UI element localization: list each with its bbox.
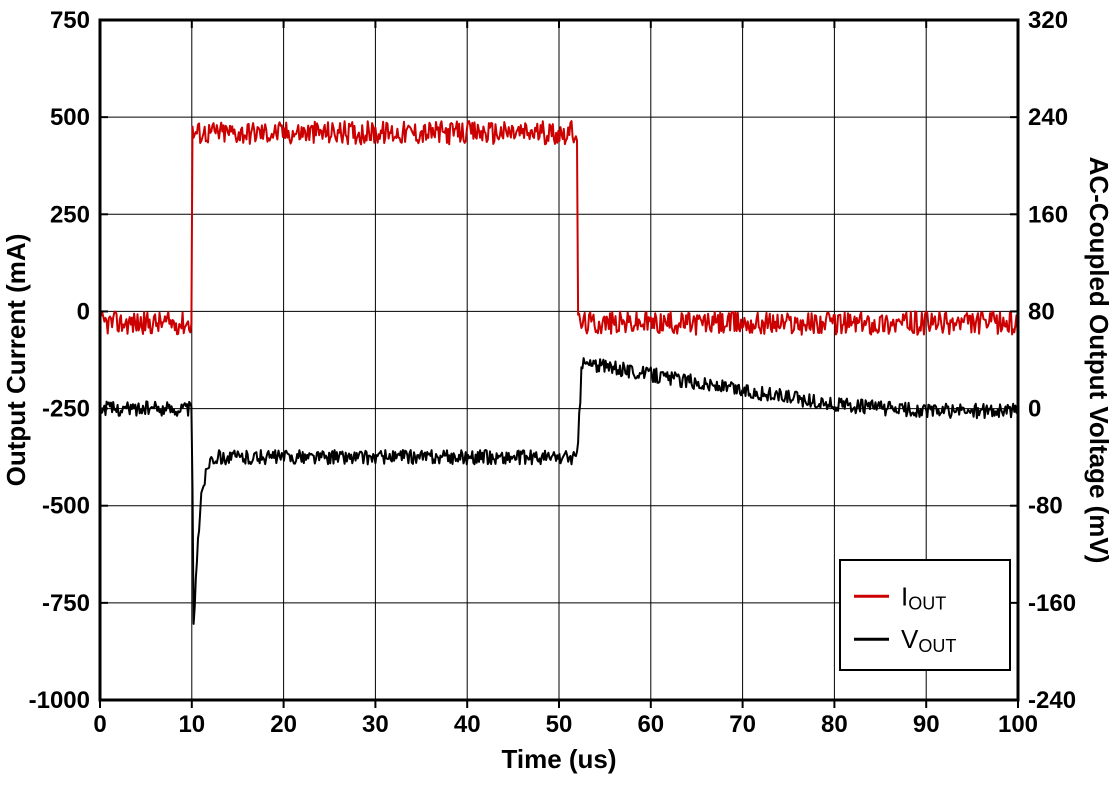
svg-text:80: 80: [821, 711, 848, 738]
svg-text:500: 500: [50, 104, 90, 131]
svg-text:AC-Coupled Output Voltage (mV): AC-Coupled Output Voltage (mV): [1084, 157, 1112, 564]
svg-text:100: 100: [998, 711, 1038, 738]
svg-text:-750: -750: [42, 590, 90, 617]
svg-text:Output Current (mA): Output Current (mA): [1, 234, 31, 487]
svg-text:320: 320: [1028, 7, 1068, 34]
svg-text:-80: -80: [1028, 493, 1063, 520]
svg-text:20: 20: [270, 711, 297, 738]
svg-text:60: 60: [637, 711, 664, 738]
svg-text:-500: -500: [42, 493, 90, 520]
svg-text:10: 10: [178, 711, 205, 738]
svg-text:-240: -240: [1028, 687, 1076, 714]
legend: IOUTVOUT: [840, 560, 1010, 670]
svg-text:-250: -250: [42, 396, 90, 423]
dual-axis-oscilloscope-chart: 0 10 20 30 40 50 60 70 80 90 100 -1000 -750 -500 -250 0…: [0, 0, 1112, 803]
svg-text:30: 30: [362, 711, 389, 738]
svg-text:Time (us): Time (us): [501, 744, 616, 774]
svg-text:0: 0: [77, 298, 90, 325]
svg-text:0: 0: [93, 711, 106, 738]
svg-text:80: 80: [1028, 298, 1055, 325]
svg-text:-1000: -1000: [29, 687, 90, 714]
svg-text:750: 750: [50, 7, 90, 34]
svg-text:-160: -160: [1028, 590, 1076, 617]
svg-text:160: 160: [1028, 201, 1068, 228]
svg-text:250: 250: [50, 201, 90, 228]
svg-text:0: 0: [1028, 396, 1041, 423]
svg-text:70: 70: [729, 711, 756, 738]
svg-text:90: 90: [913, 711, 940, 738]
svg-text:40: 40: [454, 711, 481, 738]
chart-container: 0 10 20 30 40 50 60 70 80 90 100 -1000 -750 -500 -250 0…: [0, 0, 1112, 803]
svg-text:50: 50: [546, 711, 573, 738]
svg-text:240: 240: [1028, 104, 1068, 131]
